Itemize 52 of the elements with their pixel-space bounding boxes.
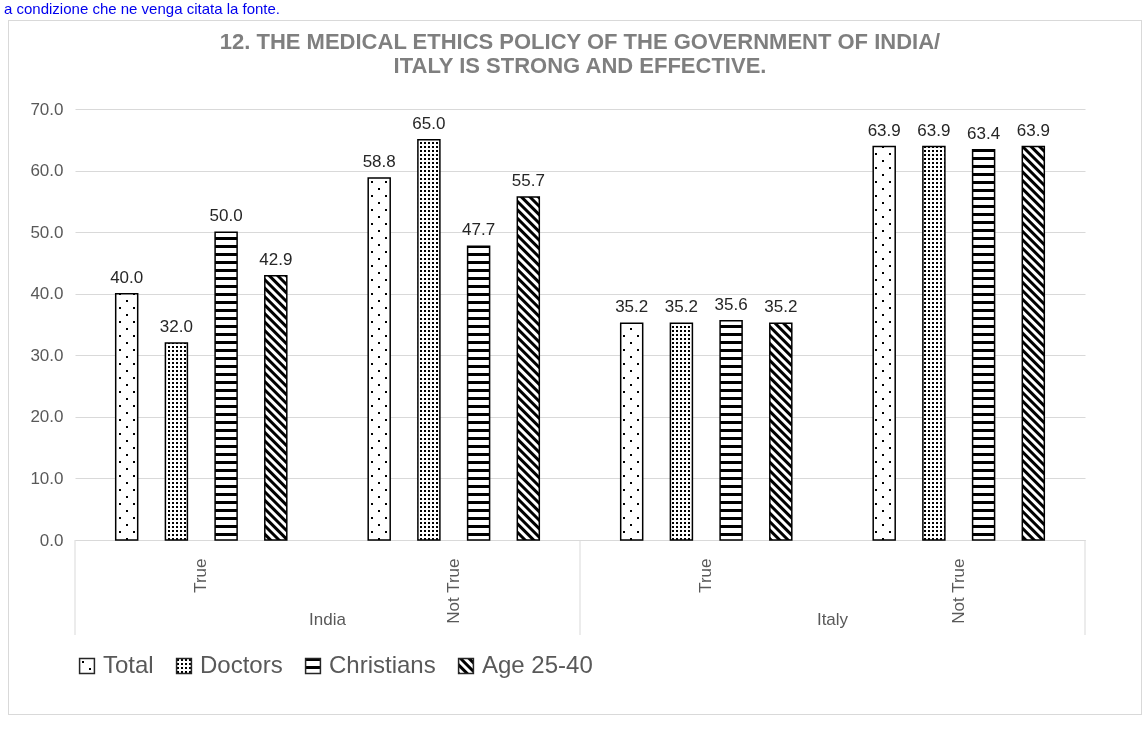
y-tick-label: 70.0 <box>30 99 64 119</box>
data-label: 50.0 <box>209 206 243 226</box>
legend-label: Christians <box>329 651 436 678</box>
y-tick-label: 60.0 <box>30 161 64 181</box>
bar <box>619 322 644 541</box>
data-label: 63.9 <box>1016 120 1050 140</box>
x-tick-label: True <box>696 558 716 593</box>
x-tick-label: True <box>191 558 211 593</box>
data-label: 65.0 <box>412 113 446 133</box>
bar <box>669 322 694 541</box>
bar <box>367 177 391 541</box>
data-label: 35.2 <box>664 297 698 317</box>
chart-title: 12. THE MEDICAL ETHICS POLICY OF THE GOVERNMENT OF INDIA/ ITALY IS STRONG AND EFFECTIVE. <box>219 29 941 78</box>
bar <box>417 139 441 541</box>
bar <box>214 231 238 541</box>
bar <box>719 320 743 541</box>
data-label: 35.2 <box>764 297 798 317</box>
text: India <box>309 610 347 629</box>
bar <box>1021 145 1046 541</box>
data-label: 63.4 <box>967 123 1001 143</box>
data-label: 42.9 <box>259 249 293 269</box>
data-label: 58.8 <box>362 151 396 171</box>
y-tick-label: 50.0 <box>30 222 64 242</box>
data-label: 55.7 <box>511 171 545 191</box>
bar <box>466 245 491 541</box>
bar <box>872 145 896 541</box>
data-label: 63.9 <box>917 120 951 140</box>
y-tick-label: 10.0 <box>30 468 64 488</box>
data-label: 35.2 <box>615 297 649 317</box>
bar <box>922 145 946 541</box>
text: a condizione che ne venga citata la fonte. <box>3 0 282 18</box>
data-label: 35.6 <box>714 294 748 314</box>
y-tick-label: 30.0 <box>30 345 64 365</box>
bar <box>264 275 288 541</box>
text: Italy <box>816 610 849 629</box>
data-label: 40.0 <box>110 267 144 287</box>
bar <box>114 292 139 541</box>
data-label: 32.0 <box>159 316 193 336</box>
y-tick-label: 20.0 <box>30 407 64 427</box>
legend-label: Doctors <box>200 651 283 678</box>
x-tick-label: Not True <box>948 558 968 624</box>
bar <box>769 322 793 541</box>
x-tick-label: Not True <box>443 558 463 624</box>
bar <box>516 196 541 541</box>
y-tick-label: 0.0 <box>39 530 64 550</box>
legend-label: Age 25-40 <box>482 651 593 678</box>
data-label: 47.7 <box>462 220 496 240</box>
data-label: 63.9 <box>867 120 901 140</box>
legend-label: Total <box>103 651 154 678</box>
bar <box>971 148 996 541</box>
bar <box>164 342 189 541</box>
y-tick-label: 40.0 <box>30 284 64 304</box>
